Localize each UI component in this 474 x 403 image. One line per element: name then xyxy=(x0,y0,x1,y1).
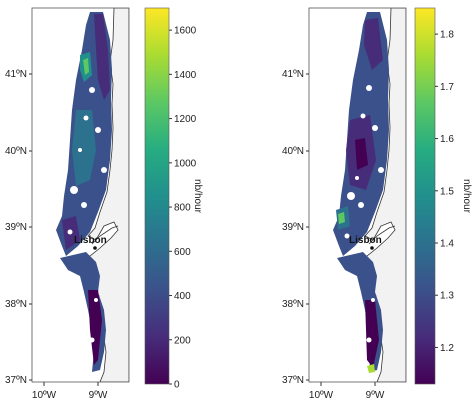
left-lisbon-label: Lisbon xyxy=(74,235,107,246)
left-x-axis: 10ºW 9ºW xyxy=(32,382,108,401)
right-shade-7 xyxy=(367,364,375,373)
right-y-tick: 37ºN xyxy=(282,375,304,386)
left-colorbar: 0 200 400 600 800 1000 1200 1400 1600 nb/hour xyxy=(144,7,203,391)
right-land xyxy=(358,8,406,382)
colorbar-tick-label: 400 xyxy=(174,291,191,302)
right-x-tick: 9ºW xyxy=(366,390,385,401)
left-colorbar-unit: nb/hour xyxy=(192,179,203,214)
right-x-tick: 10ºW xyxy=(309,390,334,401)
right-estuary xyxy=(368,225,396,245)
colorbar-tick-label: 1.6 xyxy=(440,134,454,145)
colorbar-tick-label: 1000 xyxy=(174,158,197,169)
left-colorbar-gradient xyxy=(144,7,170,385)
left-shade-1 xyxy=(94,14,110,100)
left-data-gaps xyxy=(67,87,107,343)
left-shade-6 xyxy=(88,290,102,365)
right-y-tick: 38ºN xyxy=(282,299,304,310)
colorbar-tick-label: 1.5 xyxy=(440,186,454,197)
right-y-tick: 41ºN xyxy=(282,69,304,80)
right-map-border xyxy=(308,7,407,383)
right-x-axis: 10ºW 9ºW xyxy=(309,382,385,401)
colorbar-tick-label: 1.3 xyxy=(440,291,454,302)
right-y-tick: 39ºN xyxy=(282,222,304,233)
right-data-swath xyxy=(333,12,389,372)
colorbar-tick-label: 1.2 xyxy=(440,343,454,354)
right-shade-5 xyxy=(338,212,345,224)
left-colorbar-ticks: 0 200 400 600 800 1000 1200 1400 1600 xyxy=(169,26,197,391)
left-y-tick: 39ºN xyxy=(5,222,27,233)
right-colorbar-unit: nb/hour xyxy=(461,179,472,214)
left-y-tick: 38ºN xyxy=(5,299,27,310)
right-colorbar: 1.2 1.3 1.4 1.5 1.6 1.7 1.8 nb/hour xyxy=(414,7,472,385)
colorbar-tick-label: 800 xyxy=(174,203,191,214)
right-shade-6 xyxy=(365,300,379,368)
left-y-tick: 37ºN xyxy=(5,375,27,386)
left-map-border xyxy=(31,7,130,383)
left-lisbon-marker xyxy=(93,246,97,250)
left-data-swath xyxy=(56,12,112,372)
left-map-panel: Lisbon 41ºN 40ºN 39ºN 38ºN 37ºN 10ºW 9ºW… xyxy=(5,7,203,401)
colorbar-tick-label: 600 xyxy=(174,247,191,258)
right-data-gaps xyxy=(344,85,384,343)
colorbar-tick-label: 1.7 xyxy=(440,82,454,93)
right-map-panel: Lisbon 41ºN 40ºN 39ºN 38ºN 37ºN 10ºW 9ºW… xyxy=(282,7,472,401)
right-lisbon-marker xyxy=(370,246,374,250)
left-shade-4 xyxy=(83,58,89,75)
right-shade-2 xyxy=(355,138,368,170)
colorbar-tick-label: 1200 xyxy=(174,114,197,125)
colorbar-tick-label: 1400 xyxy=(174,70,197,81)
colorbar-tick-label: 200 xyxy=(174,335,191,346)
right-lisbon-label: Lisbon xyxy=(349,235,382,246)
left-shade-2 xyxy=(72,110,96,186)
colorbar-tick-label: 1.4 xyxy=(440,239,454,250)
left-y-tick: 41ºN xyxy=(5,69,27,80)
left-y-tick: 40ºN xyxy=(5,146,27,157)
left-land xyxy=(81,8,129,382)
left-x-tick: 9ºW xyxy=(89,390,108,401)
colorbar-tick-label: 0 xyxy=(174,380,180,391)
left-y-axis: 41ºN 40ºN 39ºN 38ºN 37ºN xyxy=(5,69,32,386)
colorbar-tick-label: 1.8 xyxy=(440,30,454,41)
right-shade-3 xyxy=(364,18,383,70)
right-y-axis: 41ºN 40ºN 39ºN 38ºN 37ºN xyxy=(282,69,309,386)
right-colorbar-gradient xyxy=(414,7,436,385)
left-estuary xyxy=(91,225,119,245)
left-x-tick: 10ºW xyxy=(32,390,57,401)
right-y-tick: 40ºN xyxy=(282,146,304,157)
right-colorbar-ticks: 1.2 1.3 1.4 1.5 1.6 1.7 1.8 xyxy=(435,30,454,354)
colorbar-tick-label: 1600 xyxy=(174,26,197,37)
